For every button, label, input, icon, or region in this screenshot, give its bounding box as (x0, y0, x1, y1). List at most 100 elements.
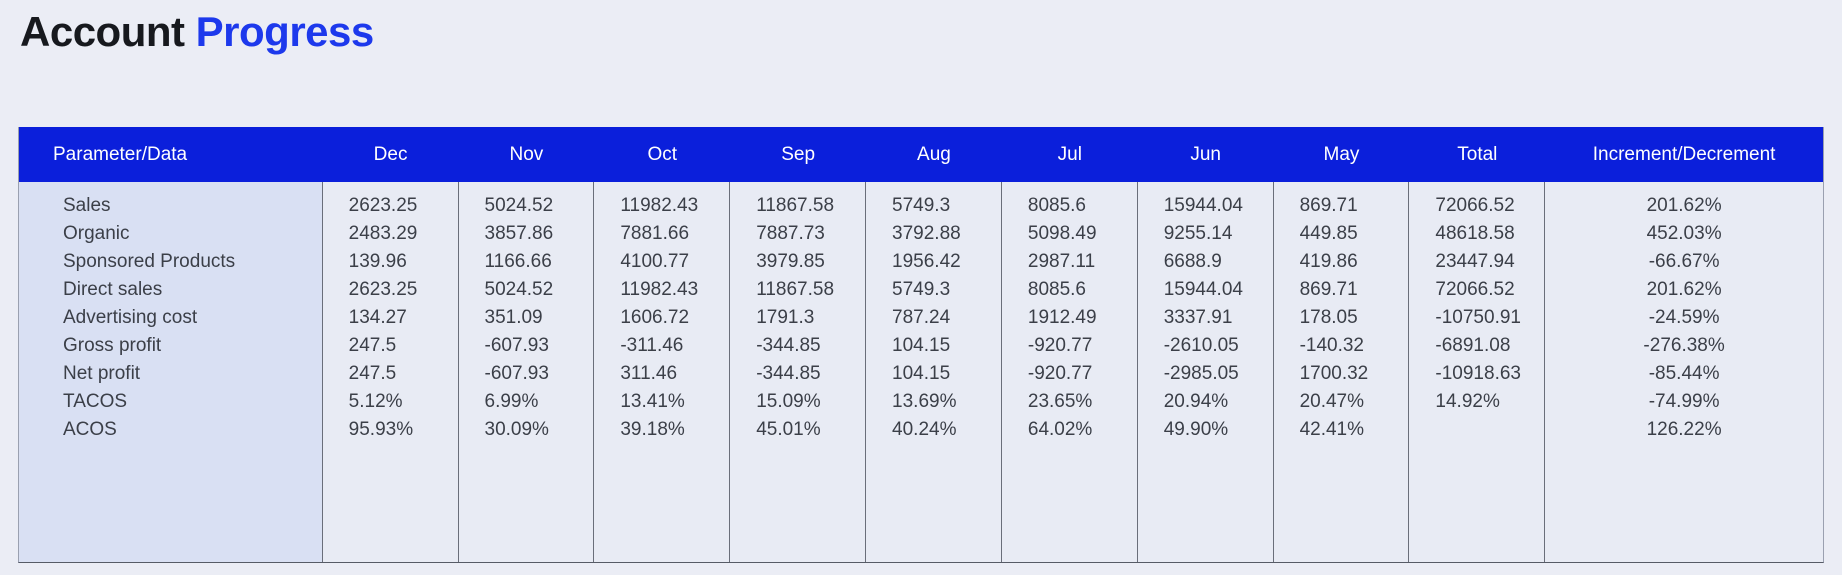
row-label: Sponsored Products (63, 251, 236, 272)
cell-value: -24.59% (1648, 307, 1720, 328)
cell-value: -140.32 (1299, 335, 1365, 356)
cell-value: 5098.49 (1027, 223, 1097, 244)
column-body-nov: 5024.52 3857.86 1166.66 5024.52 351.09 -607.9… (458, 182, 595, 562)
row-label: Organic (63, 223, 130, 244)
cell-value: 3337.91 (1163, 307, 1233, 328)
cell-value: -344.85 (756, 335, 821, 356)
cell-value: -920.77 (1027, 335, 1093, 356)
column-body-sep: 11867.58 7887.73 3979.85 11867.58 1791.3 -344… (730, 182, 867, 562)
cell-value: 11867.58 (756, 195, 835, 216)
cell-value: 8085.6 (1027, 195, 1086, 216)
column-header-jun: Jun (1137, 127, 1274, 182)
cell-value: 5749.3 (892, 279, 951, 300)
cell-value: 13.69% (892, 391, 957, 412)
column-increment-decrement: Increment/Decrement 201.62% 452.03% -66.67%… (1545, 127, 1823, 562)
cell-value: 2623.25 (348, 195, 418, 216)
cell-value: 11982.43 (620, 279, 699, 300)
cell-value: 104.15 (892, 363, 951, 384)
cell-value: 20.94% (1163, 391, 1229, 412)
column-parameter-data: Parameter/Data Sales Organic Sponsored Prod… (19, 127, 323, 562)
column-body-parameter-data: Sales Organic Sponsored Products Direct sal… (19, 182, 323, 562)
column-header-parameter-data: Parameter/Data (19, 127, 323, 182)
column-aug: Aug 5749.3 3792.88 1956.42 5749.3 787.24 104.1… (866, 127, 1002, 562)
column-dec: Dec 2623.25 2483.29 139.96 2623.25 134.27 247.… (322, 127, 459, 562)
column-body-oct: 11982.43 7881.66 4100.77 11982.43 1606.72 -31… (594, 182, 731, 562)
cell-value: 1791.3 (756, 307, 815, 328)
cell-value: 64.02% (1027, 419, 1093, 440)
cell-value: 3792.88 (892, 223, 961, 244)
column-may: May 869.71 449.85 419.86 869.71 178.05 -140.32… (1273, 127, 1410, 562)
column-jun: Jun 15944.04 9255.14 6688.9 15944.04 3337.91 -… (1137, 127, 1274, 562)
cell-value: 1912.49 (1027, 307, 1097, 328)
cell-value: 7881.66 (620, 223, 690, 244)
cell-value: 3979.85 (756, 251, 825, 272)
cell-value: 15944.04 (1163, 195, 1243, 216)
cell-value: -2610.05 (1163, 335, 1239, 356)
column-header-sep: Sep (730, 127, 867, 182)
column-body-jul: 8085.6 5098.49 2987.11 8085.6 1912.49 -920.77… (1001, 182, 1138, 562)
page-title-primary: Account (20, 8, 185, 55)
row-label: Net profit (63, 363, 141, 384)
row-label: Gross profit (63, 335, 162, 356)
column-nov: Nov 5024.52 3857.86 1166.66 5024.52 351.09 -60… (458, 127, 595, 562)
cell-value: 49.90% (1163, 419, 1229, 440)
cell-value: 14.92% (1435, 391, 1500, 412)
cell-value: -344.85 (756, 363, 821, 384)
cell-value: -10918.63 (1435, 363, 1521, 384)
cell-value: -10750.91 (1435, 307, 1521, 328)
column-header-nov: Nov (458, 127, 595, 182)
cell-value: 3857.86 (484, 223, 554, 244)
cell-value: 2987.11 (1027, 251, 1096, 272)
cell-value: 45.01% (756, 419, 821, 440)
cell-value: -2985.05 (1163, 363, 1239, 384)
cell-value: 9255.14 (1163, 223, 1233, 244)
column-body-dec: 2623.25 2483.29 139.96 2623.25 134.27 247.5 24… (322, 182, 459, 562)
cell-value: 11867.58 (756, 279, 835, 300)
cell-value: 42.41% (1299, 419, 1365, 440)
column-jul: Jul 8085.6 5098.49 2987.11 8085.6 1912.49 -920… (1001, 127, 1138, 562)
column-header-increment-decrement: Increment/Decrement (1545, 127, 1823, 182)
cell-value: 6.99% (484, 391, 539, 412)
cell-value: 4100.77 (620, 251, 690, 272)
cell-value: 48618.58 (1435, 223, 1515, 244)
column-body-increment-decrement: 201.62% 452.03% -66.67% 201.62% -24.59% -276.… (1545, 182, 1823, 562)
cell-value: 452.03% (1646, 223, 1722, 244)
page: { "header": { "title_primary": "Account"… (0, 10, 1842, 575)
cell-value: 351.09 (484, 307, 543, 328)
column-body-jun: 15944.04 9255.14 6688.9 15944.04 3337.91 -261… (1137, 182, 1274, 562)
cell-value: 247.5 (348, 335, 397, 356)
cell-value: 134.27 (348, 307, 407, 328)
column-header-total: Total (1409, 127, 1546, 182)
cell-value: 15.09% (756, 391, 821, 412)
cell-value: -74.99% (1648, 391, 1720, 412)
column-body-may: 869.71 449.85 419.86 869.71 178.05 -140.32 170… (1273, 182, 1410, 562)
cell-value: 201.62% (1646, 279, 1722, 300)
cell-value: 104.15 (892, 335, 951, 356)
cell-value: 5749.3 (892, 195, 951, 216)
cell-value: 247.5 (348, 363, 397, 384)
cell-value: -607.93 (484, 363, 549, 384)
cell-value: 2483.29 (348, 223, 418, 244)
column-oct: Oct 11982.43 7881.66 4100.77 11982.43 1606.72… (594, 127, 731, 562)
cell-value: -66.67% (1648, 251, 1720, 272)
row-label: TACOS (63, 391, 128, 412)
cell-value: -276.38% (1643, 335, 1725, 356)
cell-value: 869.71 (1299, 195, 1358, 216)
column-header-oct: Oct (594, 127, 731, 182)
cell-value: -6891.08 (1435, 335, 1511, 356)
cell-value: 23.65% (1027, 391, 1093, 412)
page-title: Account Progress (20, 10, 1842, 54)
cell-value: 419.86 (1299, 251, 1358, 272)
column-header-may: May (1273, 127, 1410, 182)
page-title-accent: Progress (195, 8, 375, 55)
cell-value: 201.62% (1646, 195, 1722, 216)
column-header-jul: Jul (1001, 127, 1138, 182)
cell-value: 2623.25 (348, 279, 418, 300)
cell-value: 95.93% (348, 419, 414, 440)
column-sep: Sep 11867.58 7887.73 3979.85 11867.58 1791.3 -… (730, 127, 867, 562)
cell-value: 139.96 (348, 251, 407, 272)
cell-value: 1956.42 (892, 251, 961, 272)
cell-value: 8085.6 (1027, 279, 1086, 300)
cell-value: 13.41% (620, 391, 685, 412)
column-body-aug: 5749.3 3792.88 1956.42 5749.3 787.24 104.15 10… (866, 182, 1002, 562)
